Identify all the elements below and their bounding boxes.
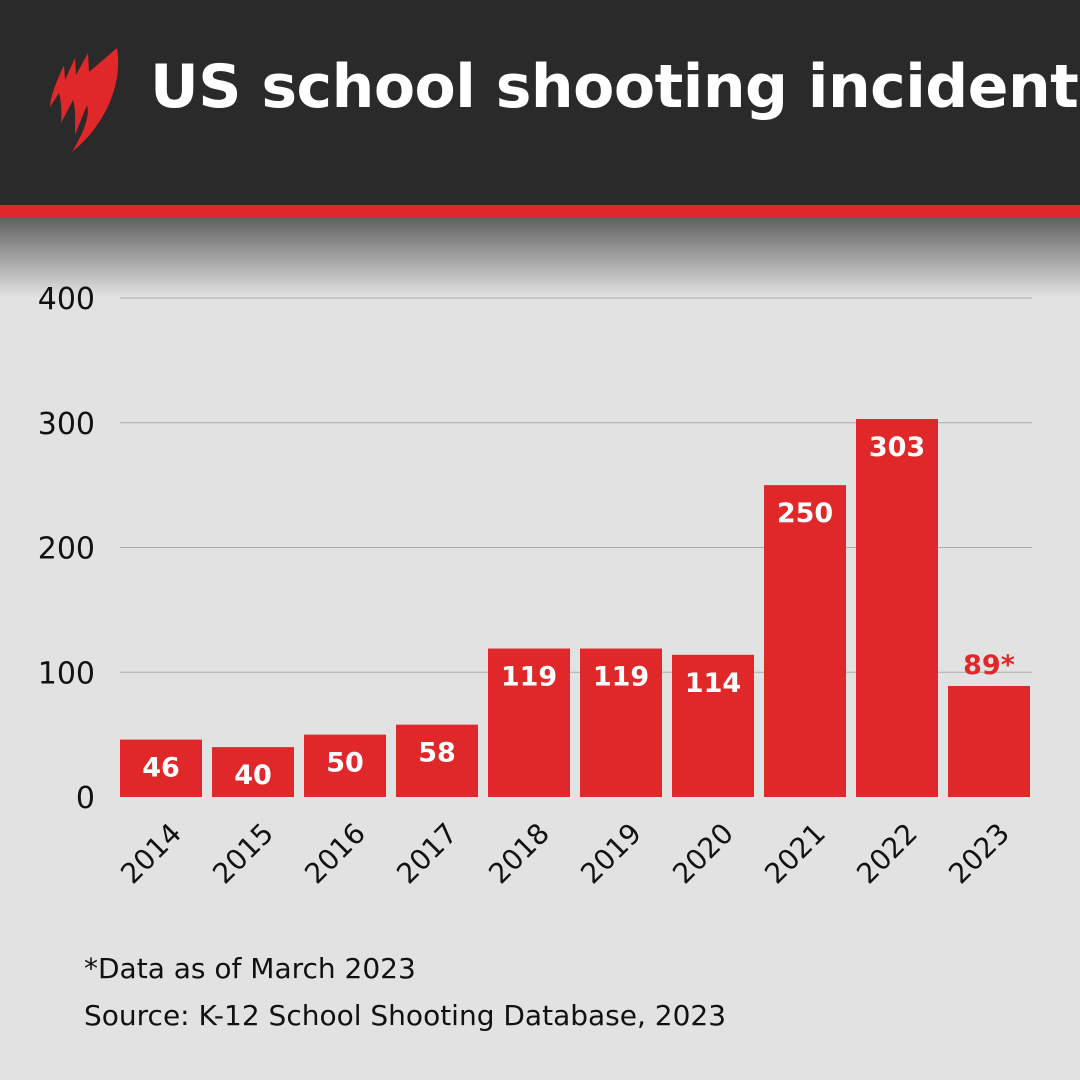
data-label: 40 <box>234 760 272 791</box>
x-tick-label: 2018 <box>482 817 556 891</box>
data-label: 89* <box>963 650 1015 681</box>
accent-stripe <box>0 205 1080 217</box>
header-shadow <box>0 217 1080 297</box>
bar <box>396 724 478 797</box>
bar <box>672 654 754 797</box>
bar <box>120 739 202 797</box>
bar <box>304 734 386 797</box>
x-tick-label: 2015 <box>206 817 280 891</box>
x-tick-label: 2020 <box>666 817 740 891</box>
data-label: 58 <box>418 738 456 769</box>
x-tick-label: 2016 <box>298 817 372 891</box>
source-note: Source: K-12 School Shooting Database, 2… <box>84 999 727 1032</box>
x-tick-label: 2017 <box>390 817 464 891</box>
y-tick-label: 0 <box>76 781 95 816</box>
y-tick-label: 400 <box>38 282 95 317</box>
data-label: 250 <box>777 498 833 529</box>
y-tick-label: 300 <box>38 407 95 442</box>
x-tick-label: 2014 <box>114 817 188 891</box>
data-label: 114 <box>685 668 741 699</box>
x-tick-label: 2019 <box>574 817 648 891</box>
sbs-logo-icon <box>50 48 119 152</box>
data-label: 46 <box>142 753 180 784</box>
data-label: 303 <box>869 432 925 463</box>
x-tick-label: 2021 <box>758 817 832 891</box>
bar <box>488 648 570 797</box>
bar <box>948 685 1030 797</box>
y-tick-label: 100 <box>38 656 95 691</box>
bar <box>764 485 846 797</box>
bar <box>212 747 294 797</box>
data-label: 50 <box>326 748 364 779</box>
data-label: 119 <box>593 662 649 693</box>
x-tick-label: 2022 <box>850 817 924 891</box>
data-label: 119 <box>501 662 557 693</box>
page-title: US school shooting incidents <box>150 52 1080 122</box>
footnote: *Data as of March 2023 <box>84 952 416 985</box>
x-tick-label: 2023 <box>942 817 1016 891</box>
bar <box>856 419 938 797</box>
bar <box>580 648 662 797</box>
y-tick-label: 200 <box>38 532 95 567</box>
header-bar <box>0 0 1080 205</box>
